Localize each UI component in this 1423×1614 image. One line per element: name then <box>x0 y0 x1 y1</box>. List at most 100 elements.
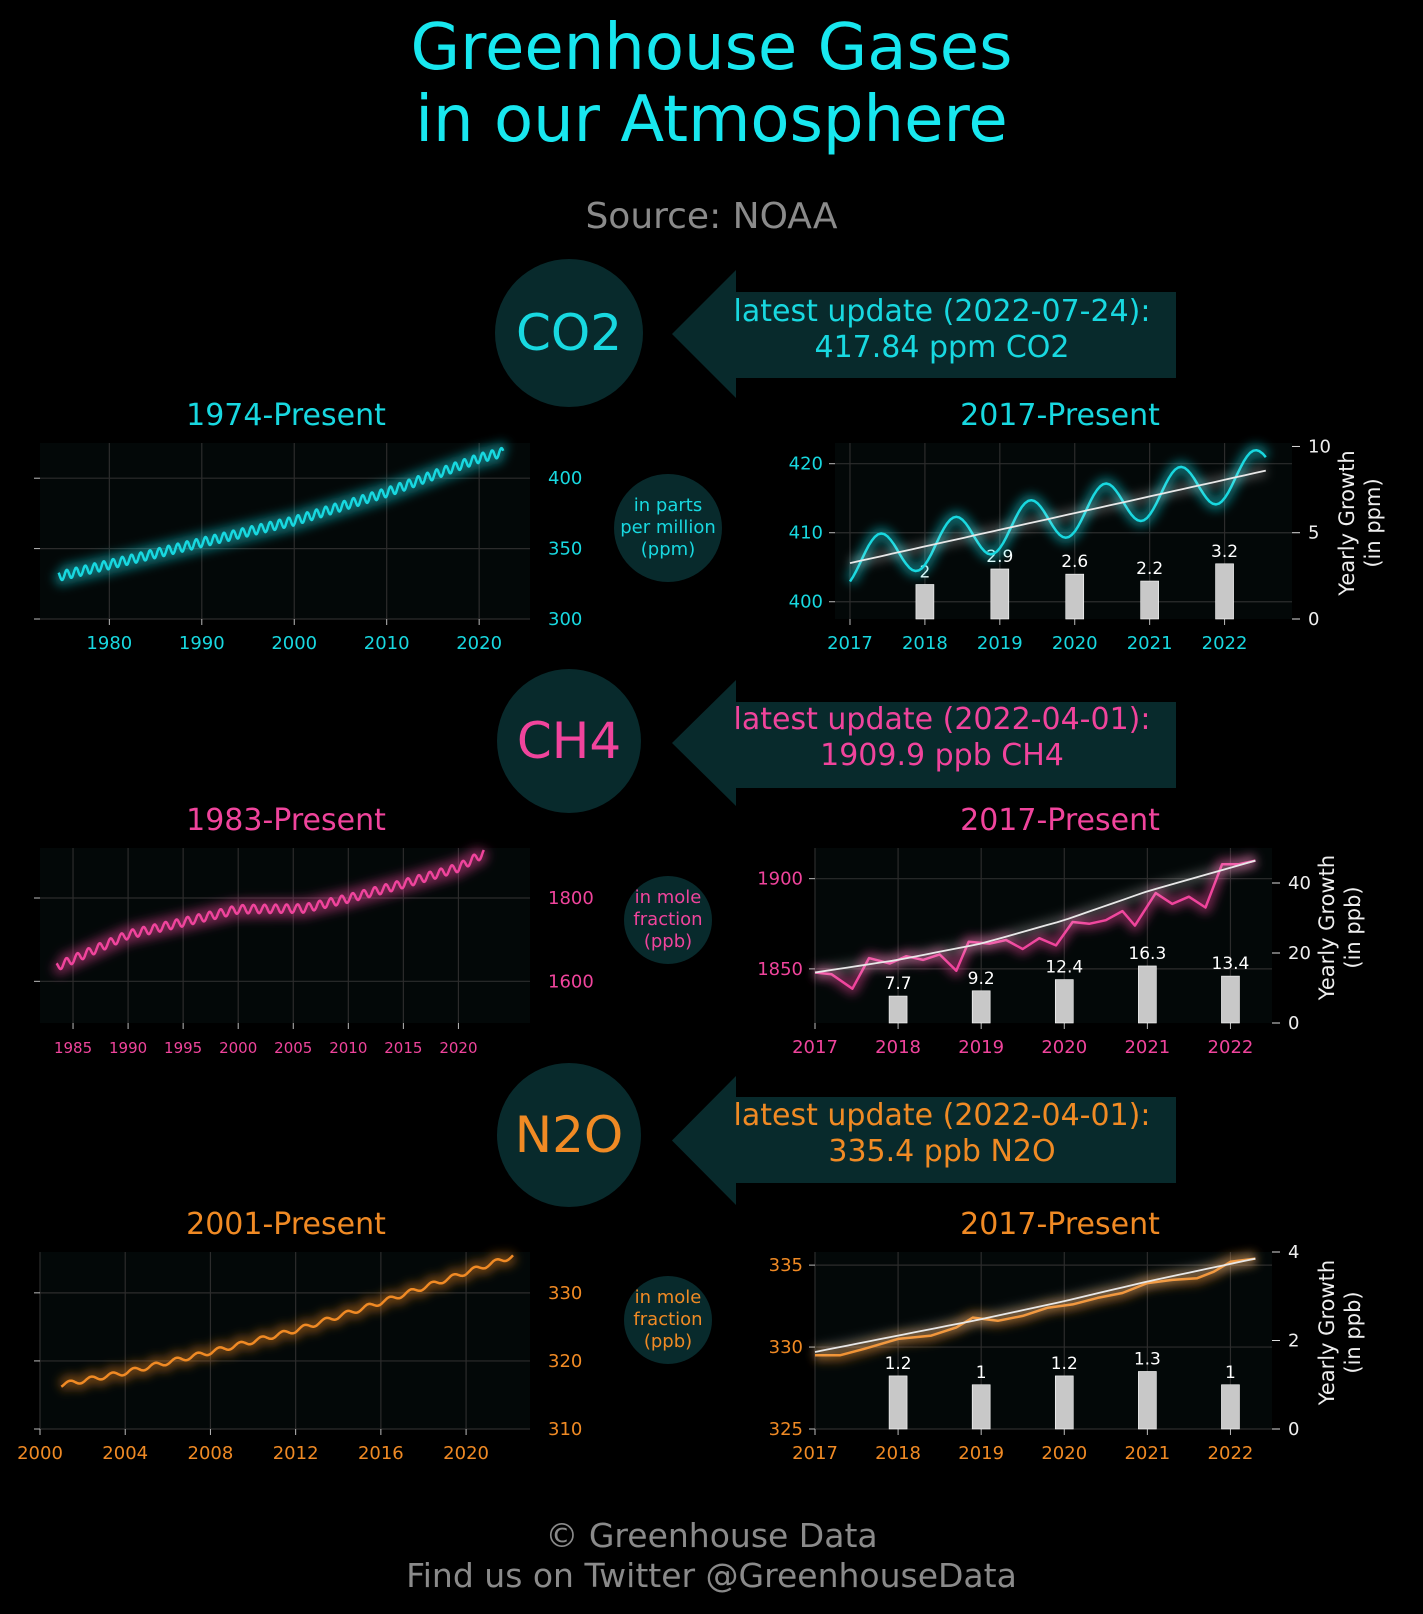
growth-bar <box>888 1375 908 1430</box>
x-tick-label: 2018 <box>902 633 948 654</box>
x-tick-label: 2017 <box>792 1443 838 1464</box>
gas-bubble-2: N2O <box>497 1063 641 1207</box>
long-chart-title-1: 1983-Present <box>186 803 386 838</box>
x-tick-label: 2020 <box>456 633 502 654</box>
unit-bubble-2: in mole fraction (ppb) <box>624 1276 712 1364</box>
y-tick-label: 1800 <box>548 888 594 909</box>
footer-copyright: © Greenhouse Data <box>545 1516 878 1555</box>
gas-name: CH4 <box>516 712 622 770</box>
x-tick-label: 2021 <box>1124 1443 1170 1464</box>
growth-bar <box>888 995 908 1024</box>
growth-bar-label: 12.4 <box>1045 958 1083 978</box>
long-chart-title-2: 2001-Present <box>186 1207 386 1242</box>
y2-tick-label: 0 <box>1288 1013 1299 1034</box>
y-tick-label: 300 <box>548 609 582 630</box>
x-tick-label: 2000 <box>17 1443 63 1464</box>
short-chart-title-0: 2017-Present <box>960 398 1160 433</box>
y-tick-label: 335 <box>769 1255 803 1276</box>
y-tick-label: 400 <box>548 468 582 489</box>
growth-bar-label: 1 <box>1225 1363 1236 1383</box>
x-tick-label: 2008 <box>188 1443 234 1464</box>
unit-line: (ppb) <box>643 931 693 952</box>
x-tick-label: 1990 <box>109 1039 147 1057</box>
unit-line: per million <box>620 517 716 538</box>
y2-tick-label: 10 <box>1308 436 1331 457</box>
growth-bar-label: 13.4 <box>1212 954 1250 974</box>
y2-axis-label-line2: (in ppb) <box>1341 886 1365 968</box>
x-tick-label: 2016 <box>358 1443 404 1464</box>
x-tick-label: 2020 <box>439 1039 477 1057</box>
x-tick-label: 2019 <box>958 1443 1004 1464</box>
growth-bar-label: 1.2 <box>1051 1354 1078 1374</box>
gas-bubble-1: CH4 <box>497 669 641 813</box>
y2-tick-label: 20 <box>1288 943 1311 964</box>
y-tick-label: 1850 <box>757 959 803 980</box>
latest-update-date: latest update (2022-04-01): <box>733 1098 1151 1133</box>
y-tick-label: 325 <box>769 1419 803 1440</box>
unit-line: in mole <box>634 887 702 908</box>
latest-update-2: latest update (2022-04-01): 335.4 ppb N2… <box>702 1098 1182 1170</box>
x-tick-label: 2021 <box>1124 1037 1170 1058</box>
growth-bar <box>971 990 991 1024</box>
unit-line: in mole <box>634 1287 702 1308</box>
unit-bubble-0: in parts per million (ppm) <box>614 474 722 582</box>
latest-update-date: latest update (2022-07-24): <box>733 294 1151 329</box>
growth-bar <box>971 1384 991 1430</box>
growth-bar <box>1221 1384 1240 1430</box>
growth-bar-label: 1.2 <box>885 1354 912 1374</box>
series-line <box>57 446 505 582</box>
y2-tick-label: 0 <box>1288 1419 1299 1440</box>
latest-update-value: 1909.9 ppb CH4 <box>820 738 1064 773</box>
x-tick-label: 2022 <box>1208 1443 1254 1464</box>
y-tick-label: 320 <box>548 1351 582 1372</box>
y2-tick-label: 2 <box>1288 1331 1299 1352</box>
growth-bar <box>1054 979 1074 1024</box>
x-tick-label: 2020 <box>1041 1443 1087 1464</box>
y-tick-label: 410 <box>789 523 823 544</box>
x-tick-label: 2021 <box>1127 633 1173 654</box>
y2-tick-label: 4 <box>1288 1242 1299 1263</box>
y2-axis-label: Yearly Growth(in ppb) <box>1315 855 1365 1001</box>
trend-line <box>814 859 1256 974</box>
y2-axis-label-line1: Yearly Growth <box>1335 450 1359 596</box>
y2-tick-label: 40 <box>1288 873 1311 894</box>
growth-bar-label: 7.7 <box>885 974 912 994</box>
gas-bubble-0: CO2 <box>495 259 643 407</box>
short-chart-title-1: 2017-Present <box>960 803 1160 838</box>
footer-twitter: Find us on Twitter @GreenhouseData <box>406 1556 1017 1595</box>
chart-co2-recent: 2017 2018 2019 2020 2021 2022400410420051022.… <box>789 436 1331 654</box>
x-tick-label: 2015 <box>384 1039 422 1057</box>
x-tick-label: 2020 <box>1052 633 1098 654</box>
x-tick-label: 2020 <box>1041 1037 1087 1058</box>
x-tick-label: 2017 <box>792 1037 838 1058</box>
growth-bar <box>1215 563 1234 620</box>
x-tick-label: 1995 <box>164 1039 202 1057</box>
trend-line <box>849 469 1266 564</box>
chart-n2o-recent: 2017 2018 2019 2020 2021 2022 325 330 335 0 2 4 1.2 1… <box>769 1242 1300 1464</box>
x-tick-label: 2000 <box>219 1039 257 1057</box>
update-arrow-0 <box>672 270 1176 398</box>
gas-name: CO2 <box>515 304 623 362</box>
growth-bar <box>1054 1375 1074 1430</box>
source-label: Source: NOAA <box>585 196 838 237</box>
y2-tick-label: 0 <box>1308 609 1319 630</box>
x-tick-label: 1985 <box>54 1039 92 1057</box>
chart-n2o-long: 2000 2004 2008 2012 2016 2020 310 320 330 <box>17 1250 582 1464</box>
x-tick-label: 1990 <box>179 633 225 654</box>
y2-axis-label-line2: (in ppb) <box>1341 1291 1365 1373</box>
y-tick-label: 330 <box>769 1337 803 1358</box>
x-tick-label: 2000 <box>271 633 317 654</box>
unit-line: fraction <box>633 909 703 930</box>
latest-update-date: latest update (2022-04-01): <box>733 702 1151 737</box>
latest-update-value: 417.84 ppm CO2 <box>814 330 1070 365</box>
y2-axis-label-line1: Yearly Growth <box>1315 1260 1339 1406</box>
x-tick-label: 2017 <box>827 633 873 654</box>
y-tick-label: 310 <box>548 1419 582 1440</box>
unit-line: fraction <box>633 1309 703 1330</box>
x-tick-label: 2022 <box>1202 633 1248 654</box>
x-tick-label: 2018 <box>875 1037 921 1058</box>
y-tick-label: 1600 <box>548 971 594 992</box>
y-tick-label: 420 <box>789 454 823 475</box>
chart-ch4-recent: 2017 2018 2019 2020 2021 2022 1850 1900 0 20 40 7.7… <box>757 848 1311 1058</box>
